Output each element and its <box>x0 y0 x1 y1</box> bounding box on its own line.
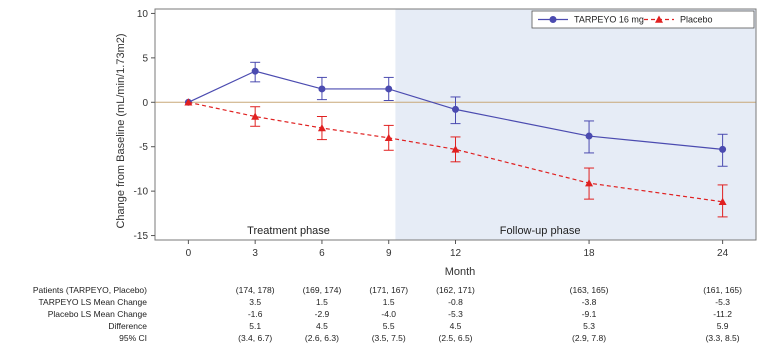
table-cell: 1.5 <box>316 297 328 307</box>
x-tick-label: 18 <box>583 248 595 259</box>
table-cell: (161, 165) <box>703 285 742 295</box>
table-row-label: Placebo LS Mean Change <box>48 309 148 319</box>
follow-up-shading <box>395 9 756 240</box>
table-cell: 3.5 <box>249 297 261 307</box>
table-cell: (163, 165) <box>570 285 609 295</box>
table-row-label: Difference <box>108 321 147 331</box>
axes: 10 5 0 -5 -10 -15 0 3 6 9 12 18 24 <box>134 8 757 259</box>
phase-labels: Treatment phase Follow-up phase <box>247 225 580 237</box>
legend-label: TARPEYO 16 mg <box>574 15 644 25</box>
phase-label: Treatment phase <box>247 225 330 237</box>
data-point <box>317 124 326 132</box>
x-tick-label: 3 <box>252 248 258 259</box>
x-tick-label: 0 <box>186 248 192 259</box>
y-tick-label: 10 <box>137 9 149 20</box>
table-row-label: Patients (TARPEYO, Placebo) <box>33 285 147 295</box>
series-placebo <box>184 98 728 218</box>
table-cell: -11.2 <box>713 309 732 319</box>
table-cell: (169, 174) <box>303 285 342 295</box>
data-point <box>385 85 393 93</box>
data-point <box>655 15 663 23</box>
table-cell: 1.5 <box>383 297 395 307</box>
table-cell: (3.4, 6.7) <box>238 333 272 343</box>
data-point <box>452 105 459 113</box>
table-cell: (162, 171) <box>436 285 475 295</box>
data-point <box>585 132 593 140</box>
data-point <box>251 67 259 75</box>
y-tick-label: -10 <box>134 187 149 198</box>
table-cell: 4.5 <box>450 321 462 331</box>
x-tick-label: 24 <box>717 248 729 259</box>
table-cell: 4.5 <box>316 321 328 331</box>
data-point <box>719 145 727 153</box>
y-axis-title: Change from Baseline (mL/min/1.73m2) <box>115 33 127 228</box>
data-point <box>251 112 260 120</box>
table-row-label: TARPEYO LS Mean Change <box>38 297 147 307</box>
x-tick-label: 6 <box>319 248 325 259</box>
table-row-label: 95% CI <box>119 333 147 343</box>
table-cell: -4.0 <box>381 309 396 319</box>
table-cell: (171, 167) <box>369 285 408 295</box>
data-point <box>549 16 557 23</box>
table-cell: 5.9 <box>717 321 729 331</box>
table-cell: -9.1 <box>582 309 597 319</box>
x-tick-label: 12 <box>450 248 462 259</box>
table-cell: -5.3 <box>715 297 730 307</box>
table-cell: (2.6, 6.3) <box>305 333 339 343</box>
legend: TARPEYO 16 mg Placebo <box>531 10 755 29</box>
legend-label: Placebo <box>680 15 713 25</box>
data-point <box>718 197 727 205</box>
table-cell: -3.8 <box>582 297 597 307</box>
table-cell: (2.9, 7.8) <box>572 333 606 343</box>
table-cell: (3.3, 8.5) <box>706 333 740 343</box>
data-point <box>318 85 326 93</box>
table-cell: 5.5 <box>383 321 395 331</box>
data-point <box>384 133 393 142</box>
series <box>184 61 728 218</box>
table-cell: -5.3 <box>448 309 463 319</box>
summary-table: Patients (TARPEYO, Placebo) (174, 178) (16… <box>33 285 742 343</box>
y-tick-label: -5 <box>139 142 148 153</box>
y-tick-label: 5 <box>142 53 148 64</box>
y-tick-label: 0 <box>142 98 148 109</box>
legend-box <box>531 10 755 29</box>
table-cell: (174, 178) <box>236 285 275 295</box>
data-point <box>184 98 193 106</box>
table-cell: -1.6 <box>248 309 263 319</box>
table-cell: 5.3 <box>583 321 595 331</box>
phase-label: Follow-up phase <box>500 225 581 237</box>
table-cell: -2.9 <box>315 309 330 319</box>
y-tick-label: -15 <box>134 231 149 242</box>
table-cell: (2.5, 6.5) <box>438 333 472 343</box>
phase-shading <box>395 9 756 240</box>
data-point <box>585 179 594 187</box>
table-cell: (3.5, 7.5) <box>372 333 406 343</box>
data-point <box>451 145 460 153</box>
table-cell: 5.1 <box>249 321 261 331</box>
table-cell: -0.8 <box>448 297 463 307</box>
x-tick-label: 9 <box>386 248 392 259</box>
x-axis-title: Month <box>445 266 476 278</box>
